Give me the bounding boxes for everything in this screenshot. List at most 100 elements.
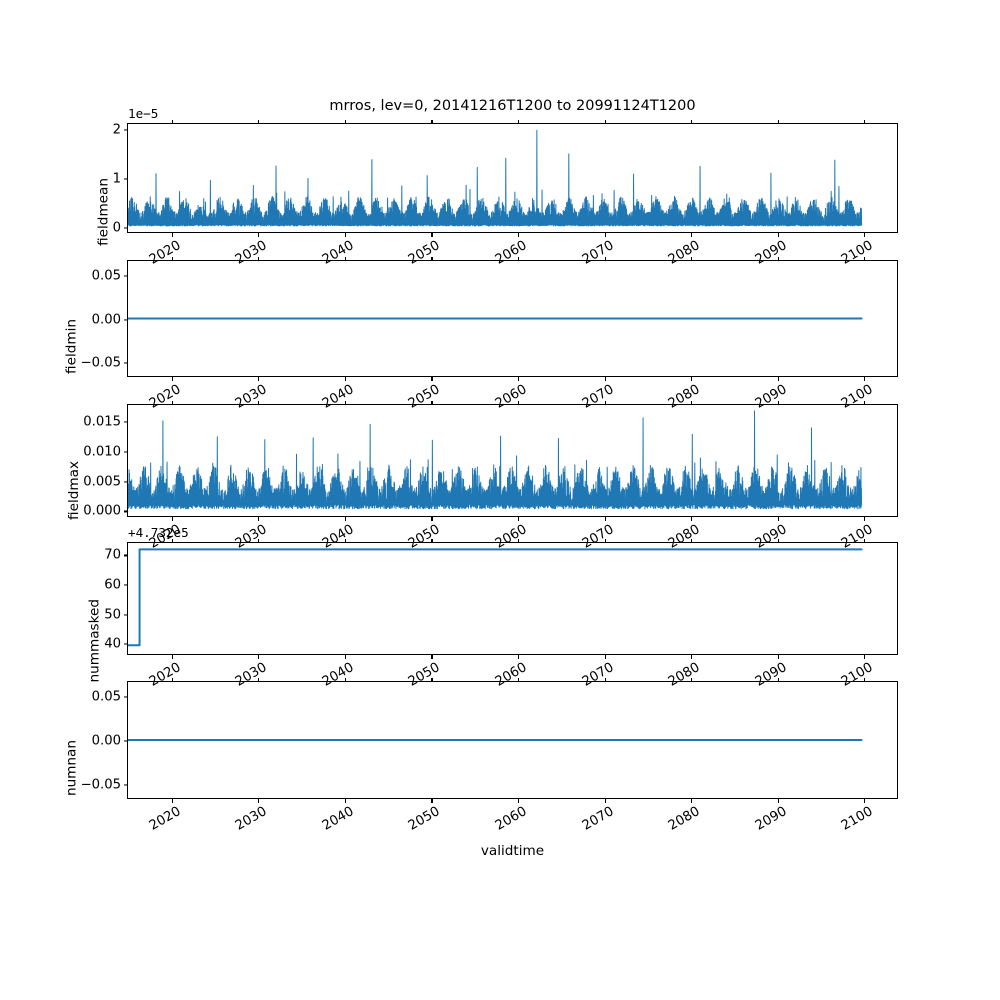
offset-text-nummasked: +4.732e5 [128, 525, 189, 540]
xtick-mark [344, 376, 346, 381]
ytick-mark [123, 227, 128, 229]
xtick-mark [777, 232, 779, 237]
xtick-label: 2050 [406, 804, 443, 834]
xtick-mark [258, 654, 260, 659]
ytick-mark [123, 451, 128, 453]
ytick-label: 2 [112, 122, 121, 138]
ylabel-fieldmean: fieldmean [95, 178, 112, 246]
ytick-mark [123, 643, 128, 645]
ytick-mark [123, 421, 128, 423]
ytick-mark [123, 554, 128, 556]
series-fieldmin [128, 261, 897, 376]
ylabel-nummasked: nummasked [87, 598, 104, 683]
xtick-mark [431, 654, 433, 659]
xtick-mark [518, 376, 520, 381]
ytick-label: 0.015 [83, 414, 121, 430]
ytick-mark [123, 129, 128, 131]
xtick-mark [344, 798, 346, 803]
panel-fieldmin: fieldmin 2020 2030 2040 2050 2060 2070 2080 209… [64, 256, 898, 412]
plot-area-fieldmean [128, 124, 897, 232]
panel-fieldmax: fieldmax 2020 2030 2040 2050 2060 2070 2080 209… [66, 400, 898, 552]
xtick-mark [258, 232, 260, 237]
xtick-mark [864, 654, 866, 659]
xtick-mark [864, 798, 866, 803]
ytick-label: 0.05 [91, 268, 121, 284]
xtick-mark [171, 516, 173, 521]
ytick-mark [123, 178, 128, 180]
ytick-label: 40 [104, 636, 121, 652]
ytick-label: 50 [104, 607, 121, 623]
xtick-mark [777, 798, 779, 803]
xtick-label: 2090 [752, 804, 790, 834]
xtick-mark [864, 232, 866, 237]
xtick-mark [171, 654, 173, 659]
xtick-mark [258, 798, 260, 803]
ytick-mark [123, 362, 128, 364]
xtick-mark [518, 232, 520, 237]
xtick-mark [431, 232, 433, 237]
xtick-mark [691, 798, 693, 803]
panel-nummasked: +4.732e5 nummasked 2020 2030 2040 2050 2060 2… [87, 525, 898, 690]
xtick-mark [777, 654, 779, 659]
ytick-mark [123, 480, 128, 483]
xtick-mark [777, 376, 779, 381]
panel-numnan: numnan 2020 2030 2040 2050 2060 2070 2080 2090 2… [64, 677, 898, 834]
xtick-mark [604, 798, 606, 803]
plot-area-fieldmax [128, 405, 897, 516]
series-line-nummasked [128, 549, 862, 645]
ytick-label: −0.05 [80, 777, 121, 793]
ytick-label: 0.00 [91, 733, 121, 749]
series-nummasked [128, 543, 897, 654]
ytick-label: 0.005 [83, 474, 121, 490]
xtick-label: 2100 [839, 804, 876, 834]
panel-fieldmean: 1e−5 fieldmean 2020 2030 2040 2050 2060 2070 2… [96, 106, 898, 268]
ytick-mark [123, 318, 128, 321]
xtick-mark [344, 654, 346, 659]
xtick-label: 2080 [666, 804, 703, 834]
xtick-label: 2020 [146, 804, 184, 834]
offset-text-fieldmean: 1e−5 [128, 106, 159, 121]
xtick-mark [604, 232, 606, 237]
xtick-mark [518, 654, 520, 659]
ytick-label: 60 [104, 577, 121, 593]
xtick-mark [518, 516, 520, 521]
ylabel-numnan: numnan [63, 740, 80, 797]
series-line-fieldmax [128, 411, 862, 509]
xtick-mark [258, 376, 260, 381]
ytick-mark [123, 740, 128, 742]
ylabel-fieldmax: fieldmax [66, 460, 83, 520]
ytick-label: 0.000 [83, 503, 121, 519]
series-numnan [128, 682, 897, 798]
xtick-mark [171, 232, 173, 237]
ytick-mark [123, 275, 128, 277]
xtick-mark [431, 516, 433, 521]
ytick-label: 1 [112, 171, 121, 187]
xtick-mark [171, 376, 173, 381]
xtick-mark [431, 798, 433, 803]
ytick-label: 0.05 [91, 689, 121, 705]
plot-area-numnan [128, 682, 897, 798]
ylabel-fieldmin: fieldmin [63, 318, 80, 374]
xtick-mark [258, 516, 260, 521]
plot-area-fieldmin [128, 261, 897, 376]
xtick-mark [344, 516, 346, 521]
xtick-label: 2040 [319, 804, 357, 834]
xtick-mark [864, 516, 866, 521]
xtick-label: 2060 [492, 804, 530, 834]
xtick-mark [864, 376, 866, 381]
ytick-label: −0.05 [80, 355, 121, 371]
xtick-mark [171, 798, 173, 803]
ytick-label: 0.00 [91, 312, 121, 327]
figure-title: mrros, lev=0, 20141216T1200 to 20991124T… [329, 98, 696, 114]
xaxis-label: validtime [480, 843, 545, 859]
xtick-label: 2070 [579, 804, 617, 834]
ytick-mark [123, 784, 128, 786]
xtick-mark [431, 376, 433, 381]
xtick-mark [691, 232, 693, 237]
ytick-mark [123, 614, 128, 616]
xtick-mark [604, 516, 606, 521]
ytick-label: 0 [112, 220, 121, 236]
xtick-mark [691, 516, 693, 521]
xtick-mark [691, 654, 693, 659]
ytick-label: 70 [104, 547, 121, 563]
